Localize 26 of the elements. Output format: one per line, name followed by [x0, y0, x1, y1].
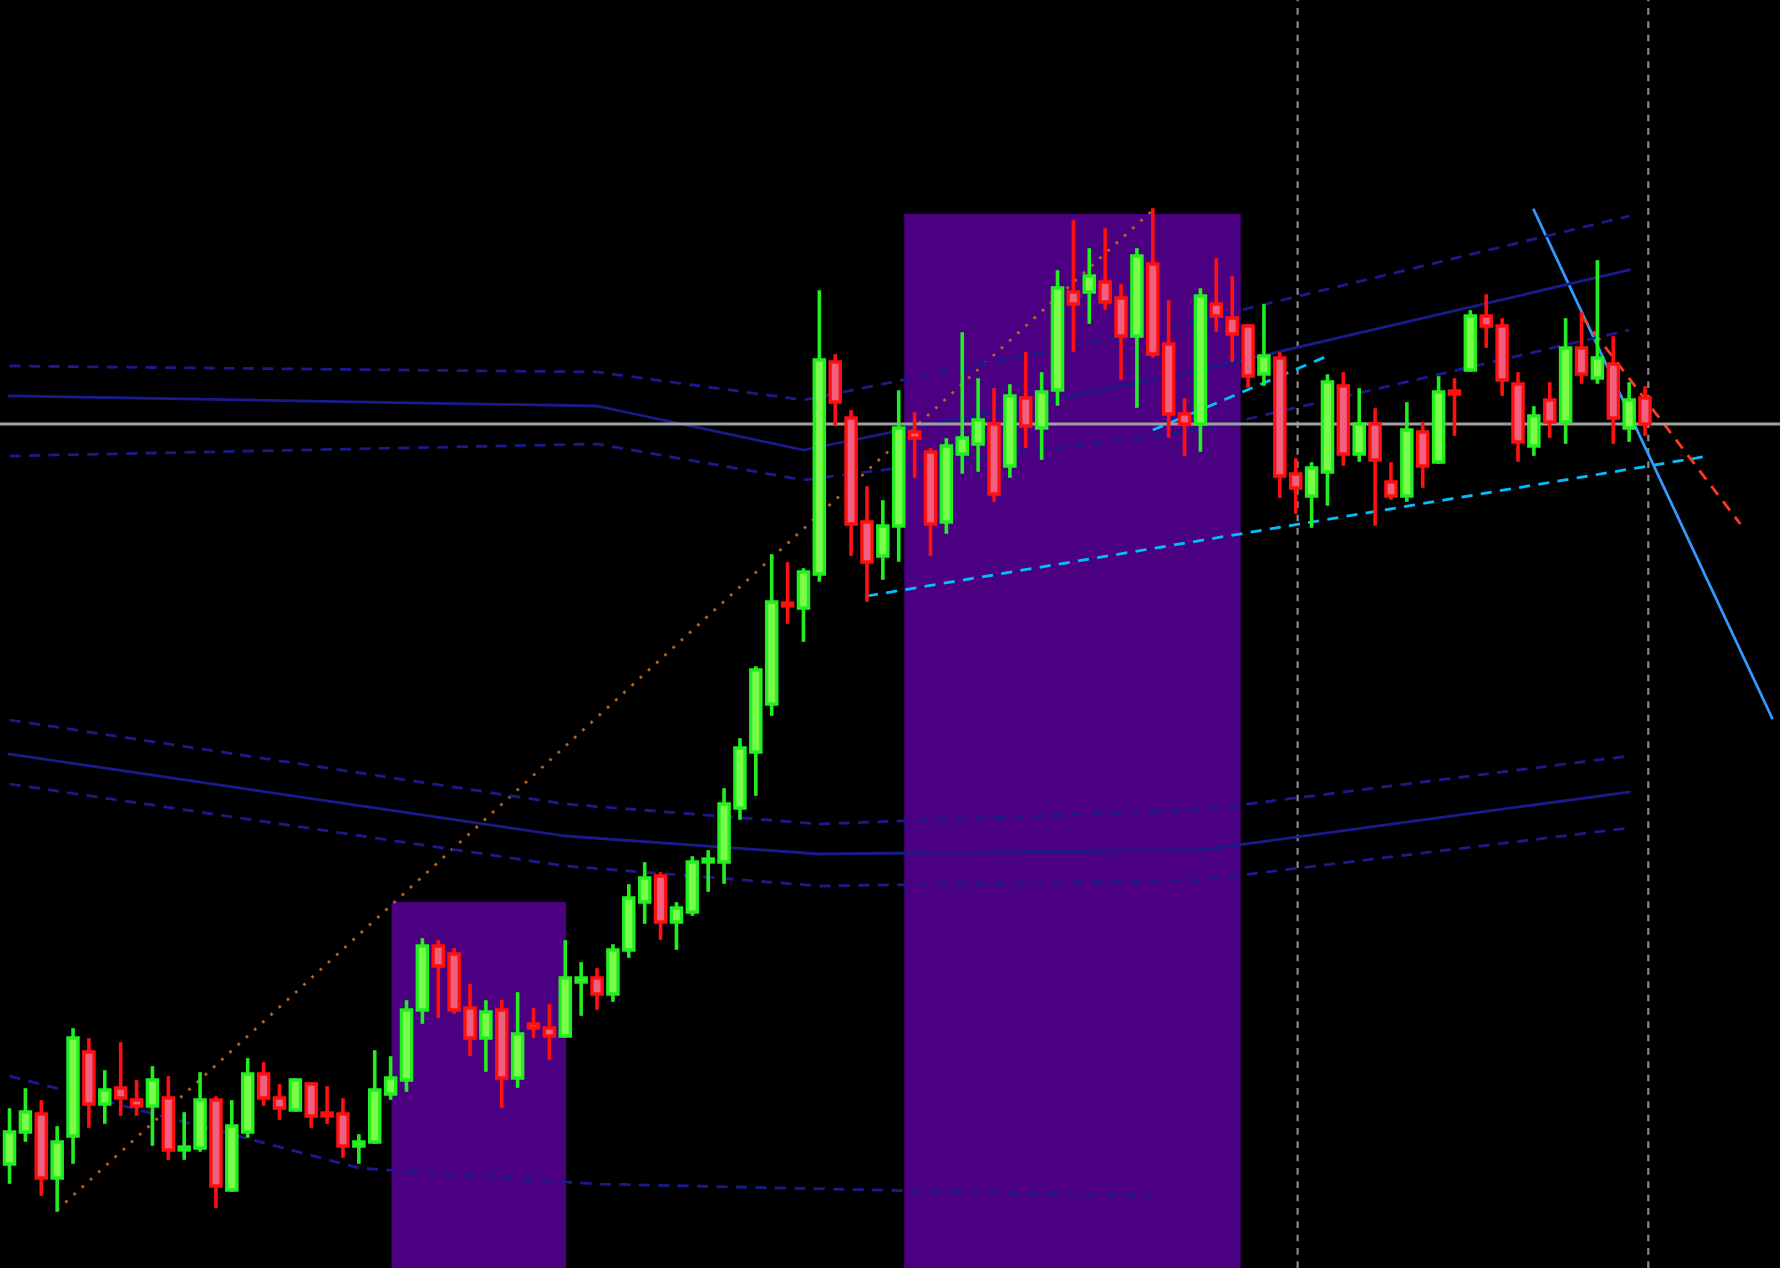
- candlestick: [1590, 260, 1605, 384]
- candlestick: [1415, 422, 1430, 488]
- candlestick: [1622, 382, 1636, 442]
- candlestick: [590, 968, 604, 1010]
- candlestick: [653, 872, 668, 940]
- candlestick: [510, 992, 525, 1088]
- candlestick: [479, 1000, 493, 1072]
- candlestick: [1447, 378, 1462, 436]
- candlestick: [145, 1066, 160, 1146]
- candlestick: [1257, 304, 1271, 386]
- candlestick: [98, 1070, 112, 1124]
- candlestick: [1066, 220, 1081, 352]
- candlestick: [1368, 408, 1382, 526]
- candlestick: [1638, 386, 1652, 436]
- candlestick: [1543, 382, 1557, 438]
- candlestick: [50, 1126, 64, 1212]
- candlestick: [907, 412, 922, 478]
- candlestick: [1384, 462, 1398, 500]
- candlestick: [288, 1078, 303, 1112]
- candlestick: [1082, 248, 1097, 324]
- candlestick: [828, 354, 842, 426]
- candlestick: [1574, 312, 1589, 384]
- candlestick: [1527, 406, 1541, 456]
- candlestick: [1019, 352, 1033, 448]
- candlestick: [1352, 388, 1366, 462]
- candlestick: [780, 562, 795, 624]
